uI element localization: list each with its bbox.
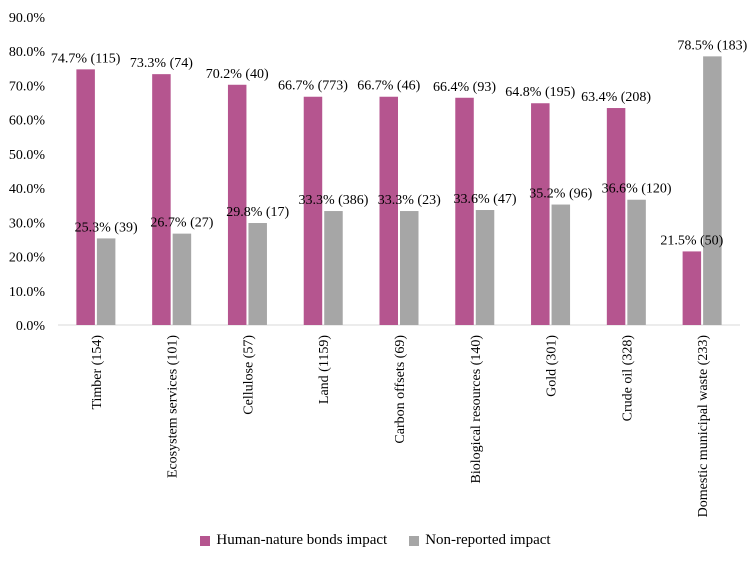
data-label: 74.7% (115) [51, 51, 121, 66]
y-tick-label: 0.0% [16, 319, 46, 334]
legend-item-non-reported: Non-reported impact [409, 532, 551, 549]
data-label: 33.3% (23) [378, 193, 441, 208]
x-tick-label: Gold (301) [545, 335, 560, 397]
bar-non-reported [248, 223, 267, 325]
bar-non-reported [475, 210, 495, 325]
data-label: 33.6% (47) [454, 192, 517, 207]
data-label: 36.6% (120) [602, 182, 672, 197]
y-tick-label: 80.0% [9, 45, 46, 60]
bar-non-reported [172, 233, 192, 325]
data-label: 35.2% (96) [529, 187, 592, 202]
bar-human-nature [227, 84, 247, 325]
bar-non-reported [627, 199, 646, 325]
data-label: 66.7% (773) [278, 79, 348, 94]
data-label: 78.5% (183) [677, 38, 747, 53]
y-tick-label: 60.0% [9, 114, 46, 129]
x-tick-label: Carbon offsets (69) [393, 335, 408, 444]
data-label: 66.7% (46) [357, 79, 420, 94]
bar-human-nature [303, 96, 323, 325]
data-label: 73.3% (74) [130, 56, 193, 71]
chart-legend: Human-nature bonds impact Non-reported i… [0, 532, 751, 549]
x-tick-label: Land (1159) [317, 335, 332, 404]
legend-swatch-human-nature [200, 535, 211, 546]
data-label: 21.5% (50) [660, 233, 723, 248]
x-tick-label: Biological resources (140) [469, 335, 484, 484]
bar-non-reported [96, 238, 116, 325]
data-label: 63.4% (208) [581, 90, 651, 105]
y-tick-label: 70.0% [9, 79, 46, 94]
data-label: 25.3% (39) [75, 220, 138, 235]
data-label: 33.3% (386) [298, 193, 368, 208]
y-tick-label: 90.0% [9, 11, 46, 26]
bar-non-reported [703, 56, 722, 325]
bar-non-reported [400, 211, 419, 325]
bar-human-nature [682, 251, 702, 325]
bar-human-nature [76, 69, 95, 325]
bar-human-nature [606, 108, 626, 325]
bar-non-reported [324, 211, 343, 325]
data-label: 26.7% (27) [150, 216, 213, 231]
data-label: 29.8% (17) [226, 205, 289, 220]
x-tick-label: Ecosystem services (101) [166, 335, 181, 478]
y-tick-label: 20.0% [9, 251, 46, 266]
x-tick-label: Domestic municipal waste (233) [696, 335, 711, 518]
bar-human-nature [455, 97, 474, 326]
x-tick-label: Cellulose (57) [241, 335, 256, 415]
data-label: 66.4% (93) [433, 80, 496, 95]
y-tick-label: 40.0% [9, 182, 46, 197]
legend-label-non-reported: Non-reported impact [425, 532, 551, 548]
legend-item-human-nature: Human-nature bonds impact [200, 532, 387, 549]
y-tick-label: 50.0% [9, 148, 46, 163]
x-tick-label: Timber (154) [90, 335, 105, 410]
legend-swatch-non-reported [409, 535, 420, 546]
bar-non-reported [551, 204, 571, 325]
bar-human-nature [531, 103, 550, 326]
y-tick-label: 10.0% [9, 285, 46, 300]
y-tick-label: 30.0% [9, 216, 46, 231]
data-label: 70.2% (40) [206, 67, 269, 82]
legend-label-human-nature: Human-nature bonds impact [216, 532, 388, 548]
bar-human-nature [379, 96, 398, 325]
x-tick-label: Crude oil (328) [620, 335, 635, 422]
bar-human-nature [152, 74, 171, 325]
data-label: 64.8% (195) [505, 85, 575, 100]
